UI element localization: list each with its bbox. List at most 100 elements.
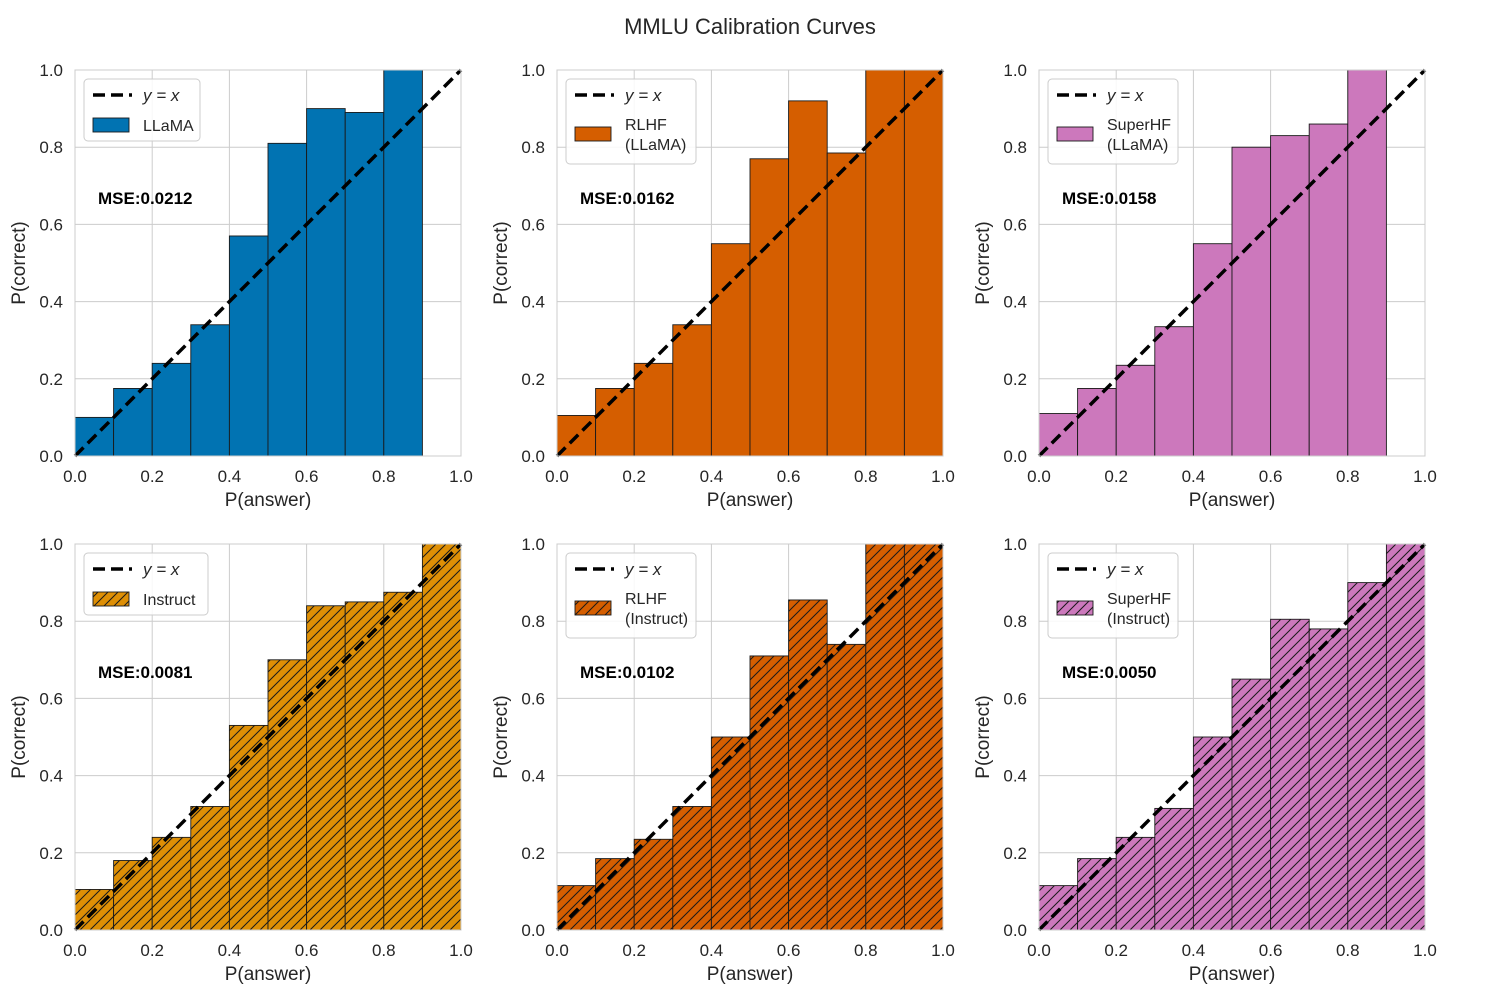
- legend-entry-series-sub: (Instruct): [1107, 611, 1170, 628]
- subplot-3: 0.0 0.2 0.4 0.6 0.8 1.0 0.0 0.2 0.4 0.6 0.8 1.0 P(an…: [973, 61, 1437, 511]
- bar: [228, 235, 269, 457]
- legend-entry-series: Instruct: [143, 592, 196, 609]
- bar: [1115, 364, 1156, 457]
- x-tick-label: 0.4: [218, 941, 242, 960]
- diagonal-line: [555, 68, 945, 458]
- y-tick-label: 0.0: [1003, 447, 1027, 466]
- bar: [1308, 628, 1349, 931]
- bar: [383, 591, 423, 931]
- bar: [1154, 807, 1194, 931]
- y-tick-label: 0.8: [1003, 612, 1027, 631]
- y-tick-label: 0.8: [39, 612, 63, 631]
- y-axis-label: P(correct): [9, 221, 30, 304]
- x-tick-label: 0.8: [854, 941, 878, 960]
- y-tick-label: 0.4: [1003, 293, 1027, 312]
- diagonal-line: [73, 542, 463, 932]
- x-tick-label: 0.4: [700, 467, 724, 486]
- bar: [633, 838, 674, 931]
- bar: [1077, 858, 1117, 931]
- y-tick-label: 1.0: [39, 535, 63, 554]
- bar: [344, 601, 385, 931]
- legend-bar-swatch: [1056, 600, 1094, 616]
- legend-entry-series: SuperHF: [1107, 117, 1171, 134]
- bar: [865, 543, 905, 931]
- y-tick-label: 0.2: [1003, 370, 1027, 389]
- x-tick-label: 0.8: [854, 467, 878, 486]
- bar: [1347, 69, 1387, 457]
- x-axis-label: P(answer): [707, 490, 794, 511]
- y-tick-label: 0.0: [521, 447, 545, 466]
- diagonal-line: [73, 68, 463, 458]
- y-tick-label: 0.2: [521, 370, 545, 389]
- y-tick-label: 0.4: [521, 293, 545, 312]
- legend-entry-diagonal: y = x: [624, 560, 662, 579]
- x-axis-label: P(answer): [225, 964, 312, 985]
- x-tick-label: 0.6: [1259, 467, 1283, 486]
- bar: [749, 158, 790, 457]
- subplot-2: 0.0 0.2 0.4 0.6 0.8 1.0 0.0 0.2 0.4 0.6 0.8 1.0 P(an…: [491, 61, 955, 511]
- y-tick-label: 0.6: [39, 215, 63, 234]
- bar: [151, 836, 192, 931]
- diagonal-line: [1037, 68, 1427, 458]
- bar: [710, 243, 751, 457]
- y-axis-label: P(correct): [973, 695, 994, 778]
- y-axis-label: P(correct): [973, 221, 994, 304]
- diagonal-line: [1037, 542, 1427, 932]
- mse-annotation: MSE:0.0158: [1062, 189, 1157, 208]
- y-tick-label: 0.8: [521, 138, 545, 157]
- bar: [672, 806, 712, 931]
- y-tick-label: 0.6: [1003, 689, 1027, 708]
- figure-title: MMLU Calibration Curves: [624, 14, 876, 39]
- legend-box: [1047, 552, 1179, 639]
- y-tick-label: 0.4: [39, 293, 63, 312]
- subplot-5: 0.0 0.2 0.4 0.6 0.8 1.0 0.0 0.2 0.4 0.6 0.8 1.0 P(an…: [491, 535, 955, 985]
- plot-frame: [1038, 543, 1426, 931]
- bar: [1270, 618, 1310, 931]
- x-tick-label: 0.6: [295, 941, 319, 960]
- legend-bar-swatch: [92, 117, 130, 133]
- x-tick-label: 0.8: [372, 941, 396, 960]
- subplot-4: 0.0 0.2 0.4 0.6 0.8 1.0 0.0 0.2 0.4 0.6 0.8 1.0 P(an…: [9, 535, 473, 985]
- mse-annotation: MSE:0.0102: [580, 663, 675, 682]
- y-tick-label: 0.0: [1003, 921, 1027, 940]
- y-tick-label: 1.0: [521, 535, 545, 554]
- bar: [1115, 836, 1156, 931]
- mse-annotation: MSE:0.0081: [98, 663, 193, 682]
- bar: [903, 543, 944, 931]
- x-tick-label: 0.0: [1027, 467, 1051, 486]
- bar: [267, 142, 308, 457]
- x-axis-label: P(answer): [1189, 490, 1276, 511]
- y-tick-label: 1.0: [521, 61, 545, 80]
- bar: [672, 324, 712, 457]
- y-tick-label: 0.6: [39, 689, 63, 708]
- bar: [267, 659, 308, 931]
- bar: [865, 69, 905, 457]
- x-tick-label: 0.4: [700, 941, 724, 960]
- bar: [190, 324, 230, 457]
- y-tick-label: 0.0: [521, 921, 545, 940]
- x-tick-label: 1.0: [931, 467, 955, 486]
- y-tick-label: 0.8: [521, 612, 545, 631]
- legend-entry-diagonal: y = x: [1106, 86, 1144, 105]
- plot-frame: [1038, 69, 1426, 457]
- y-tick-label: 0.2: [39, 844, 63, 863]
- legend-entry-series-sub: (LLaMA): [1107, 137, 1168, 154]
- x-axis-label: P(answer): [225, 490, 312, 511]
- plot-frame: [74, 543, 462, 931]
- y-tick-label: 0.4: [1003, 767, 1027, 786]
- y-tick-label: 1.0: [1003, 61, 1027, 80]
- bar: [633, 362, 674, 457]
- bar: [344, 112, 385, 457]
- x-tick-label: 0.2: [1104, 941, 1128, 960]
- x-tick-label: 0.2: [140, 941, 164, 960]
- legend-entry-series: RLHF: [625, 591, 667, 608]
- subplot-6: 0.0 0.2 0.4 0.6 0.8 1.0 0.0 0.2 0.4 0.6 0.8 1.0 P(an…: [973, 535, 1437, 985]
- x-tick-label: 0.0: [63, 467, 87, 486]
- bar: [749, 655, 790, 931]
- x-tick-label: 0.8: [1336, 941, 1360, 960]
- y-tick-label: 1.0: [1003, 535, 1027, 554]
- y-tick-label: 0.0: [39, 447, 63, 466]
- x-tick-label: 0.4: [1182, 467, 1206, 486]
- x-axis-label: P(answer): [707, 964, 794, 985]
